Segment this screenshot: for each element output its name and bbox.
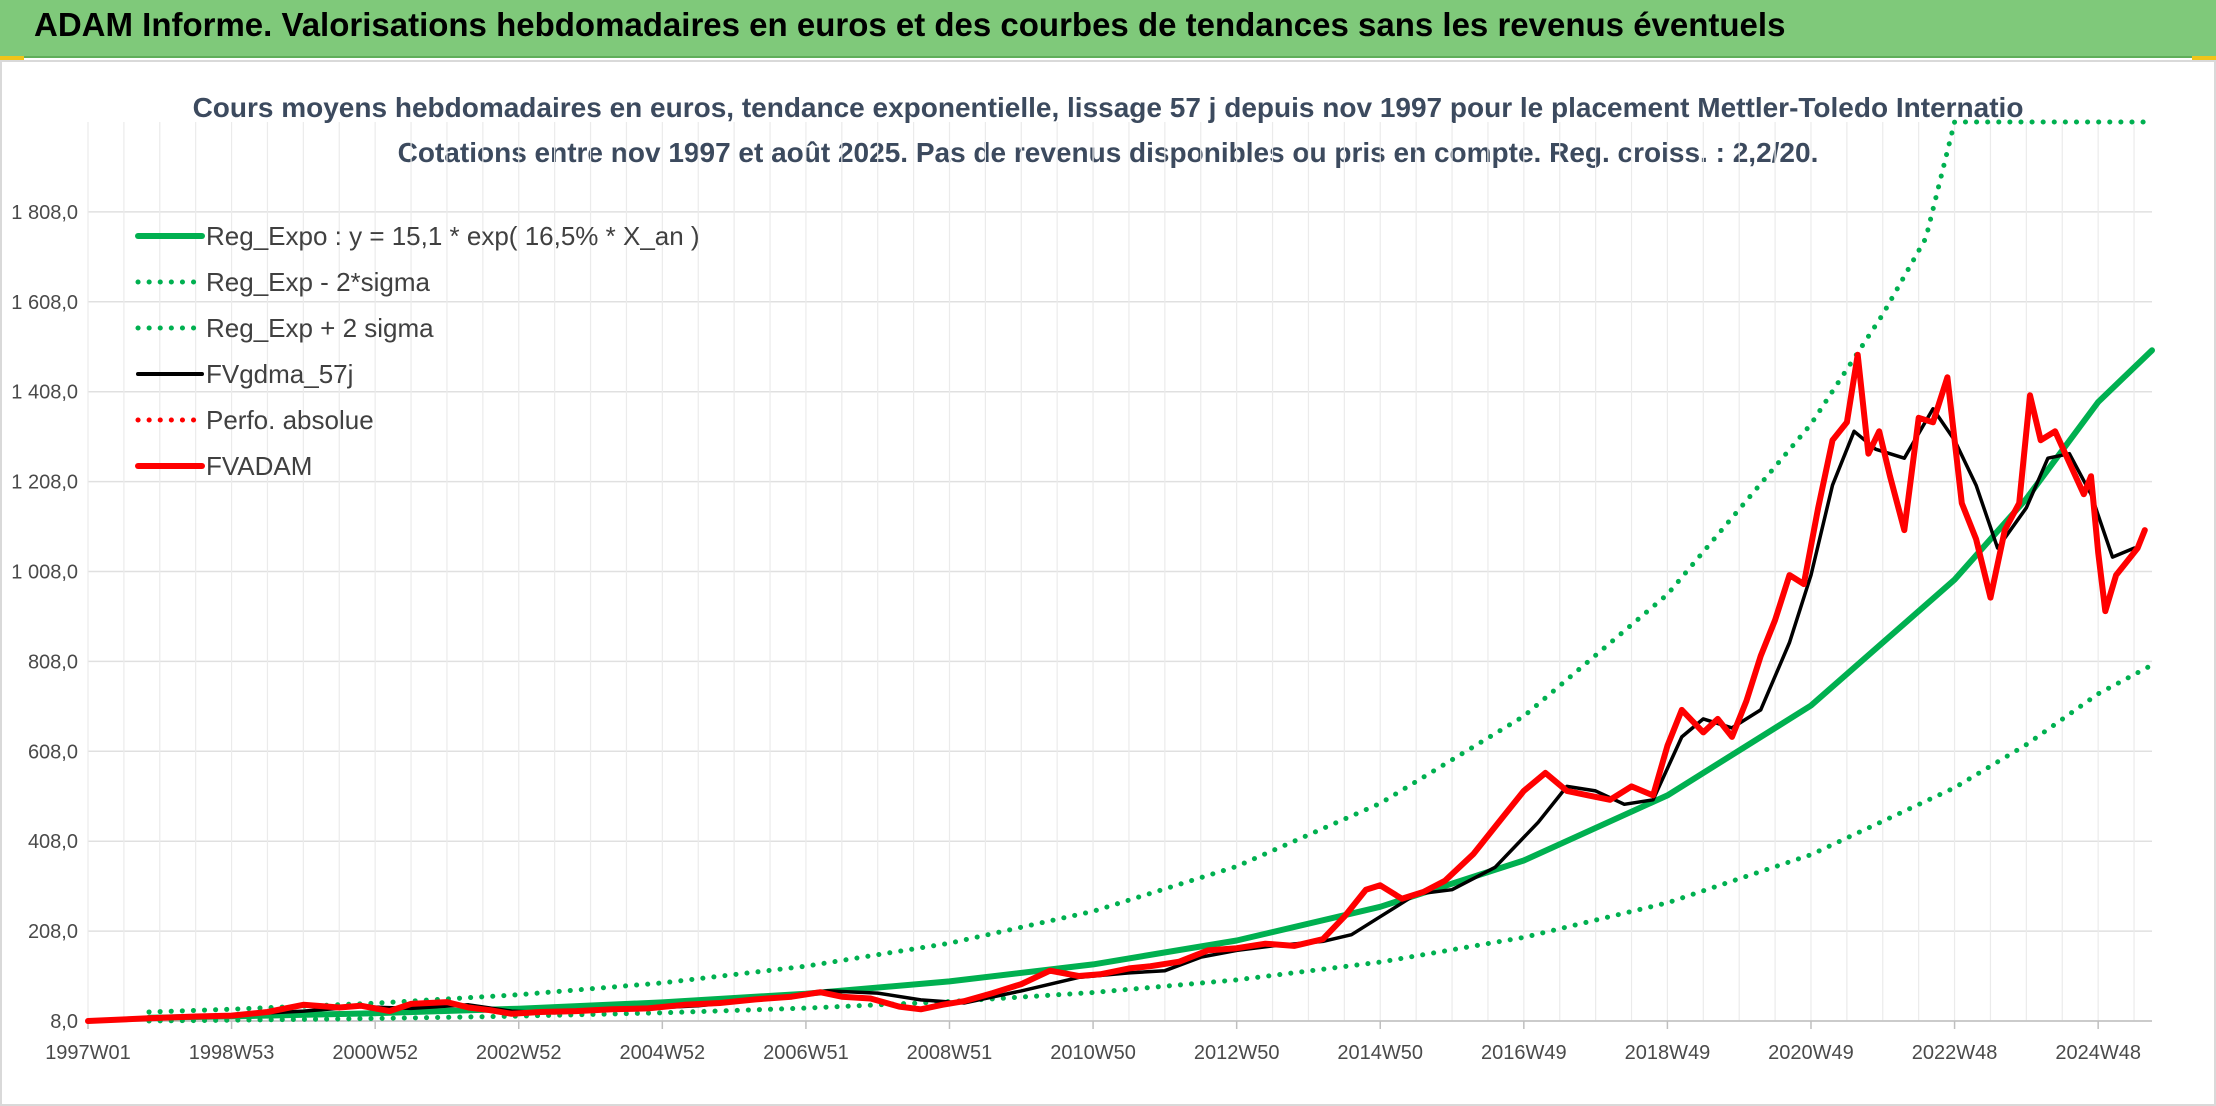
x-tick-label: 2012W50 — [1194, 1042, 1280, 1064]
series-line-fvgdma-57j — [86, 407, 2136, 1023]
series-line-reg-exp-2-sigma — [146, 662, 2155, 1024]
x-tick-label: 2022W48 — [1912, 1042, 1998, 1064]
legend-label: FVADAM — [206, 451, 312, 481]
y-tick-label: 1 208,0 — [11, 472, 78, 494]
legend-label: Reg_Expo : y = 15,1 * exp( 16,5% * X_an … — [206, 221, 700, 251]
y-tick-label: 208,0 — [28, 921, 78, 943]
x-tick-label: 2018W49 — [1625, 1042, 1711, 1064]
y-tick-label: 808,0 — [28, 651, 78, 673]
legend-label: Perfo. absolue — [206, 405, 374, 435]
y-tick-label: 1 408,0 — [11, 382, 78, 404]
x-tick-label: 2024W48 — [2055, 1042, 2141, 1064]
chart-subtitle: Cotations entre nov 1997 et août 2025. P… — [397, 137, 1819, 168]
series-line-reg-exp-2-sigma — [146, 119, 2155, 1015]
x-tick-label: 2016W49 — [1481, 1042, 1567, 1064]
x-tick-label: 2004W52 — [620, 1042, 706, 1064]
y-tick-label: 1 608,0 — [11, 292, 78, 314]
header-bar: ADAM Informe. Valorisations hebdomadaire… — [0, 0, 2216, 58]
y-tick-label: 1 808,0 — [11, 202, 78, 224]
x-tick-label: 2000W52 — [332, 1042, 418, 1064]
x-tick-label: 2002W52 — [476, 1042, 562, 1064]
series-line-fvadam — [85, 351, 2148, 1024]
chart-title: Cours moyens hebdomadaires en euros, ten… — [192, 92, 2024, 123]
y-tick-label: 608,0 — [28, 741, 78, 763]
y-tick-label: 8,0 — [50, 1011, 78, 1033]
x-tick-label: 2008W51 — [907, 1042, 993, 1064]
legend-label: Reg_Exp - 2*sigma — [206, 267, 431, 297]
legend-label: FVgdma_57j — [206, 359, 353, 389]
x-tick-label: 1998W53 — [189, 1042, 275, 1064]
x-tick-label: 2010W50 — [1050, 1042, 1136, 1064]
y-tick-label: 1 008,0 — [11, 562, 78, 584]
series-line-reg-expo-y-15-1-exp-16-5-x-an — [146, 347, 2155, 1021]
x-tick-label: 2020W49 — [1768, 1042, 1854, 1064]
y-tick-label: 408,0 — [28, 831, 78, 853]
x-tick-label: 2014W50 — [1337, 1042, 1423, 1064]
legend-label: Reg_Exp + 2 sigma — [206, 313, 434, 343]
header-title: ADAM Informe. Valorisations hebdomadaire… — [34, 6, 1786, 43]
x-tick-label: 1997W01 — [45, 1042, 131, 1064]
x-tick-label: 2006W51 — [763, 1042, 849, 1064]
